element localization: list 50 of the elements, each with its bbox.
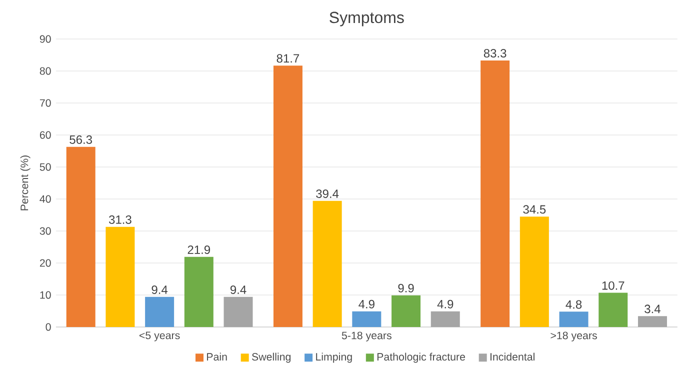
y-tick-label: 20 xyxy=(40,259,51,267)
y-tick-label: 10 xyxy=(40,291,51,299)
bar xyxy=(273,66,302,327)
data-label: 3.4 xyxy=(644,304,660,314)
legend-label: Incidental xyxy=(490,352,534,361)
legend-label: Pain xyxy=(207,352,227,361)
chart-title: Symptoms xyxy=(330,12,404,26)
bar xyxy=(352,311,382,327)
data-label: 9.4 xyxy=(152,285,168,294)
y-tick-label: 50 xyxy=(40,163,51,171)
legend-label: Limping xyxy=(316,352,352,363)
bar xyxy=(184,256,214,327)
data-label: 4.9 xyxy=(358,300,374,308)
y-tick-label: 80 xyxy=(40,67,51,75)
bar xyxy=(520,216,549,327)
y-tick-label: 60 xyxy=(40,131,51,139)
bar xyxy=(312,200,342,327)
legend-label: Swelling xyxy=(252,352,291,363)
data-label: 81.7 xyxy=(276,54,300,63)
bar xyxy=(480,60,510,327)
y-tick-label: 30 xyxy=(40,227,51,235)
x-tick-label: 5-18 years xyxy=(342,332,392,342)
y-tick-label: 0 xyxy=(46,323,51,331)
y-axis-title: Percent (%) xyxy=(20,156,30,210)
data-label: 34.5 xyxy=(523,205,546,214)
data-label: 83.3 xyxy=(484,49,506,58)
y-tick-label: 70 xyxy=(40,99,51,107)
data-label: 10.7 xyxy=(602,281,624,290)
bar xyxy=(392,295,421,327)
x-tick-label: <5 years xyxy=(139,332,180,342)
bar xyxy=(66,146,96,327)
data-label: 9.4 xyxy=(230,285,246,294)
data-label: 4.9 xyxy=(437,300,454,308)
bar xyxy=(430,311,460,327)
bar xyxy=(145,296,174,327)
bar xyxy=(559,312,588,327)
data-label: 21.9 xyxy=(188,245,210,254)
y-tick-label: 40 xyxy=(40,195,51,203)
data-label: 56.3 xyxy=(70,135,92,144)
data-label: 9.9 xyxy=(398,284,414,292)
bar xyxy=(224,296,253,327)
data-label: 31.3 xyxy=(108,215,132,224)
bar xyxy=(598,292,628,327)
legend-label: Pathologic fracture xyxy=(377,352,466,363)
bar xyxy=(106,226,135,327)
data-label: 4.8 xyxy=(566,300,582,309)
bar xyxy=(638,316,667,327)
y-tick-label: 90 xyxy=(40,35,51,43)
x-tick-label: >18 years xyxy=(550,332,597,342)
data-label: 39.4 xyxy=(316,189,339,198)
